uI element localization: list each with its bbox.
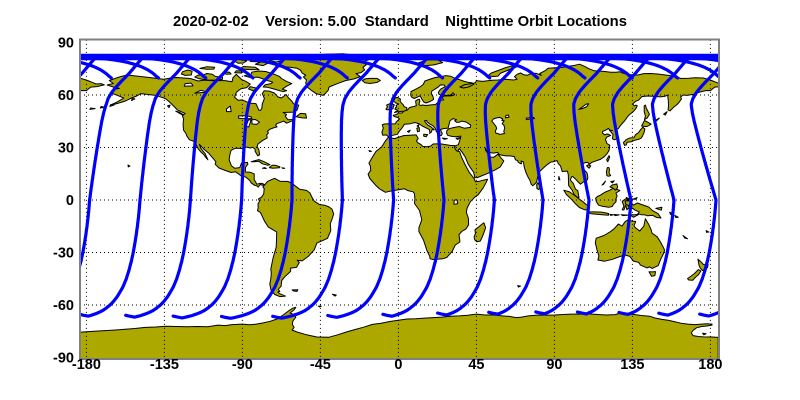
svg-text:2020-02-02 Version: 5.00 S: 2020-02-02 Version: 5.00 Standard Nightt…: [173, 14, 627, 30]
svg-text:135: 135: [620, 357, 644, 373]
svg-text:-180: -180: [72, 357, 101, 373]
svg-text:-90: -90: [53, 351, 74, 367]
svg-text:90: 90: [546, 357, 562, 373]
svg-text:-60: -60: [53, 298, 74, 314]
svg-text:-135: -135: [150, 357, 179, 373]
svg-text:-90: -90: [232, 357, 253, 373]
svg-text:-45: -45: [310, 357, 331, 373]
svg-text:-30: -30: [53, 246, 74, 262]
svg-text:0: 0: [66, 193, 74, 209]
svg-text:60: 60: [58, 88, 74, 104]
svg-text:0: 0: [394, 357, 402, 373]
svg-text:30: 30: [58, 141, 74, 157]
svg-text:180: 180: [698, 357, 722, 373]
svg-text:45: 45: [468, 357, 484, 373]
svg-text:90: 90: [58, 36, 74, 52]
